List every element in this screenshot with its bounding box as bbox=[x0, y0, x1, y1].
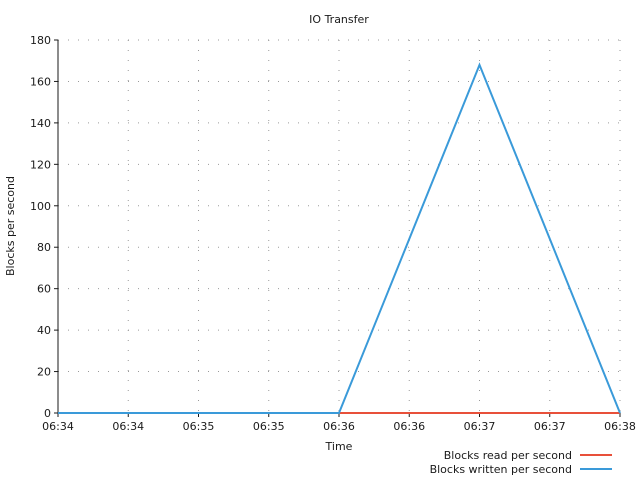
x-tick-label: 06:34 bbox=[112, 420, 144, 433]
x-tick-label: 06:35 bbox=[253, 420, 285, 433]
legend-label-1: Blocks written per second bbox=[430, 463, 572, 476]
x-tick-label: 06:34 bbox=[42, 420, 74, 433]
x-tick-label: 06:37 bbox=[464, 420, 496, 433]
y-tick-label: 100 bbox=[30, 200, 51, 213]
y-tick-label: 160 bbox=[30, 75, 51, 88]
x-tick-label: 06:35 bbox=[183, 420, 215, 433]
y-tick-label: 20 bbox=[37, 366, 51, 379]
y-tick-label: 80 bbox=[37, 241, 51, 254]
grid-lines bbox=[58, 40, 620, 413]
y-axis-label: Blocks per second bbox=[4, 176, 17, 276]
x-tick-label: 06:36 bbox=[393, 420, 425, 433]
x-tick-label: 06:36 bbox=[323, 420, 355, 433]
y-tick-label: 60 bbox=[37, 283, 51, 296]
chart-title: IO Transfer bbox=[309, 13, 369, 26]
y-tick-label: 140 bbox=[30, 117, 51, 130]
y-tick-label: 0 bbox=[44, 407, 51, 420]
legend-label-0: Blocks read per second bbox=[444, 449, 572, 462]
y-tick-label: 40 bbox=[37, 324, 51, 337]
x-axis-label: Time bbox=[325, 440, 353, 453]
x-tick-label: 06:38 bbox=[604, 420, 636, 433]
x-axis-ticks: 06:34 06:34 06:35 06:35 06:36 06:36 06:37 06:37… bbox=[42, 413, 636, 433]
y-tick-label: 180 bbox=[30, 34, 51, 47]
y-axis-ticks: 0 20 40 60 80 100 120 140 160 180 bbox=[30, 34, 58, 420]
y-tick-label: 120 bbox=[30, 158, 51, 171]
x-tick-label: 06:37 bbox=[534, 420, 566, 433]
